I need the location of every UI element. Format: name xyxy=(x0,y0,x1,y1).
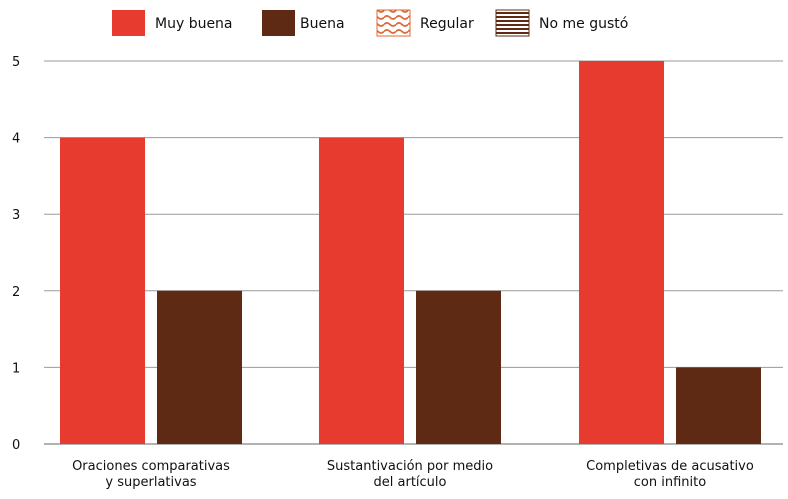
y-tick-label-4: 4 xyxy=(12,132,20,147)
category-label-3-line-1: Completivas de acusativo xyxy=(586,459,754,474)
legend-label-regular: Regular xyxy=(420,16,474,32)
y-axis: 0 1 2 3 4 5 xyxy=(12,55,20,453)
legend-swatch-no-me-gustó xyxy=(495,9,530,37)
y-tick-label-0: 0 xyxy=(12,438,20,453)
legend-swatch-muy-buena xyxy=(112,10,145,36)
category-label-2-line-1: Sustantivación por medio xyxy=(327,459,493,474)
y-tick-label-5: 5 xyxy=(12,55,20,70)
bar-buena-1 xyxy=(157,290,242,444)
legend-swatch-regular xyxy=(376,9,411,37)
y-tick-label-2: 2 xyxy=(12,285,20,300)
category-label-2-line-2: del artículo xyxy=(374,475,447,490)
y-tick-label-3: 3 xyxy=(12,208,20,223)
legend-label-buena: Buena xyxy=(300,16,345,32)
category-label-3-line-2: con infinito xyxy=(634,475,706,490)
bar-muy-buena-1 xyxy=(60,137,145,444)
legend: Muy buena Buena Regular No me gustó xyxy=(112,9,628,37)
legend-swatch-buena xyxy=(262,10,295,36)
category-label-1-line-2: y superlativas xyxy=(105,475,196,490)
bar-muy-buena-3 xyxy=(579,61,664,444)
category-label-1-line-1: Oraciones comparativas xyxy=(72,459,230,474)
legend-label-no-me-gustó: No me gustó xyxy=(539,16,628,32)
bar-buena-3 xyxy=(676,367,761,444)
y-tick-label-1: 1 xyxy=(12,361,20,376)
bar-muy-buena-2 xyxy=(319,137,404,444)
bar-buena-2 xyxy=(416,290,501,444)
bars xyxy=(60,61,761,444)
grid xyxy=(44,60,783,445)
legend-label-muy-buena: Muy buena xyxy=(155,16,233,32)
